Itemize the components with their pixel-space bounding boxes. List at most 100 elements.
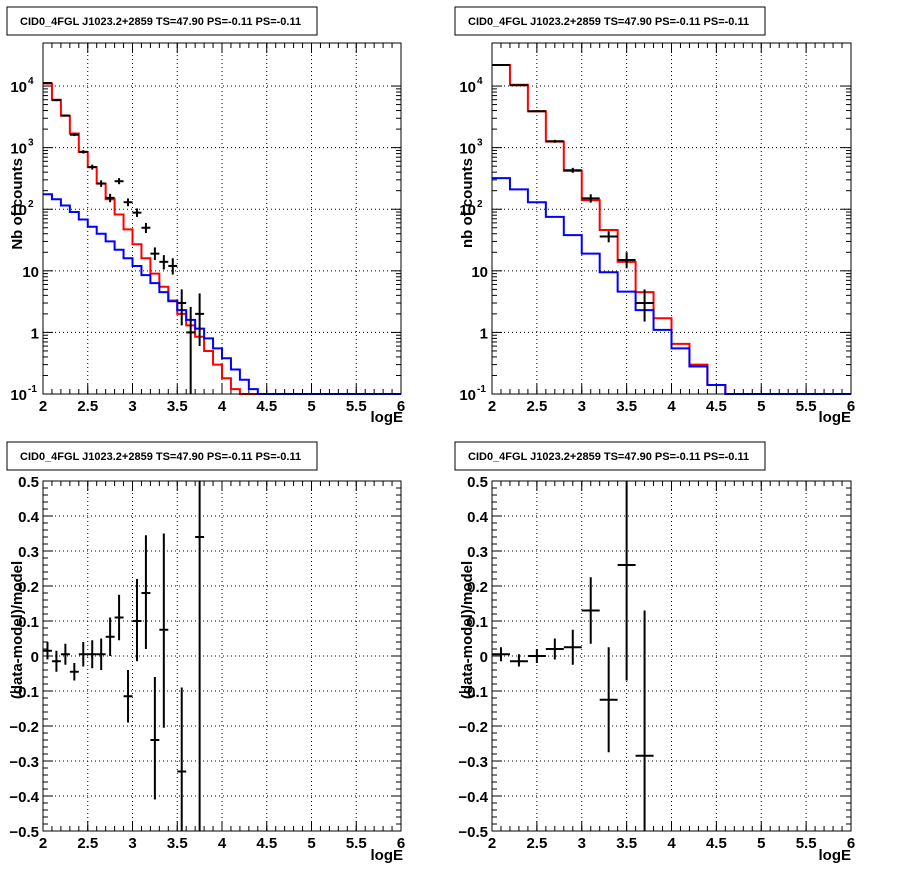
plot-area bbox=[42, 480, 402, 832]
y-tick-label: 0.4 bbox=[467, 509, 489, 526]
y-tick-label: 10 bbox=[459, 141, 476, 158]
data-point bbox=[123, 670, 133, 723]
x-tick-label: 2 bbox=[488, 398, 496, 415]
y-tick-label: −0.2 bbox=[458, 719, 488, 736]
x-tick-label: 3.5 bbox=[616, 398, 637, 415]
y-tick-label: 10 bbox=[10, 141, 27, 158]
y-axis-title: nb of counts bbox=[459, 158, 476, 248]
plot-frame bbox=[42, 42, 402, 395]
y-tick-label: −0.3 bbox=[458, 754, 488, 771]
y-tick-label: 0.4 bbox=[18, 509, 40, 526]
x-tick-label: 5 bbox=[757, 398, 765, 415]
y-tick-label: 1 bbox=[480, 325, 488, 342]
data-point bbox=[69, 133, 79, 137]
x-tick-label: 2.5 bbox=[77, 398, 98, 415]
data-point bbox=[492, 63, 510, 66]
data-point bbox=[43, 82, 52, 85]
data-point bbox=[545, 139, 564, 143]
y-tick-exponent: 3 bbox=[477, 138, 483, 149]
x-tick-label: 2.5 bbox=[526, 835, 547, 852]
data-point bbox=[69, 663, 79, 681]
data-point bbox=[114, 594, 124, 641]
chart-title: CID0_4FGL J1023.2+2859 TS=47.90 PS=-0.11… bbox=[468, 451, 749, 463]
data-point bbox=[186, 306, 196, 394]
x-axis-title: logE bbox=[371, 409, 404, 426]
y-tick-label: −0.5 bbox=[458, 824, 488, 841]
y-tick-label: 0.2 bbox=[18, 579, 39, 596]
data-point bbox=[60, 643, 70, 665]
x-tick-label: 2 bbox=[39, 398, 47, 415]
y-tick-label: 0.1 bbox=[18, 614, 39, 631]
x-tick-label: 3.5 bbox=[616, 835, 637, 852]
data-point bbox=[527, 110, 546, 113]
y-tick-label: −0.3 bbox=[9, 754, 39, 771]
data-point bbox=[617, 252, 636, 269]
plot-background bbox=[492, 481, 851, 831]
data-point bbox=[150, 247, 160, 260]
data-point bbox=[563, 167, 582, 173]
data-point bbox=[195, 293, 205, 347]
data-point bbox=[87, 164, 97, 170]
y-tick-label: −0.1 bbox=[458, 684, 488, 701]
data-point bbox=[177, 687, 187, 831]
y-tick-label: 10 bbox=[459, 79, 476, 96]
data-point bbox=[509, 84, 528, 87]
y-tick-label: 10 bbox=[459, 387, 476, 404]
x-axis-title: logE bbox=[819, 847, 852, 864]
y-tick-label: 0.1 bbox=[467, 614, 488, 631]
chart-title: CID0_4FGL J1023.2+2859 TS=47.90 PS=-0.11… bbox=[468, 16, 749, 28]
y-tick-exponent: 2 bbox=[477, 199, 483, 210]
x-tick-label: 3 bbox=[578, 398, 586, 415]
x-tick-label: 5 bbox=[307, 398, 315, 415]
data-point bbox=[60, 114, 70, 117]
data-point bbox=[581, 577, 600, 644]
data-point bbox=[177, 289, 187, 326]
data-point bbox=[159, 255, 169, 270]
x-tick-label: 4.5 bbox=[706, 835, 727, 852]
data-point bbox=[545, 638, 564, 660]
panel-bottom-right: CID0_4FGL J1023.2+2859 TS=47.90 PS=-0.11… bbox=[454, 441, 855, 864]
x-tick-label: 3.5 bbox=[167, 398, 188, 415]
data-point bbox=[141, 535, 151, 649]
y-tick-label: 0.2 bbox=[467, 579, 488, 596]
x-axis-title: logE bbox=[819, 409, 852, 426]
data-point bbox=[105, 193, 115, 203]
title-box bbox=[454, 441, 766, 471]
x-tick-label: 2 bbox=[39, 835, 47, 852]
data-point bbox=[195, 481, 205, 831]
chart-title: CID0_4FGL J1023.2+2859 TS=47.90 PS=-0.11… bbox=[20, 451, 301, 463]
y-tick-label: −0.5 bbox=[9, 824, 39, 841]
x-tick-label: 4.5 bbox=[256, 835, 277, 852]
data-point bbox=[527, 649, 546, 663]
x-tick-label: 4 bbox=[218, 835, 227, 852]
data-point bbox=[43, 642, 52, 660]
x-tick-label: 5.5 bbox=[796, 398, 817, 415]
data-point bbox=[581, 194, 600, 203]
y-axis-title: Nb of counts bbox=[9, 158, 26, 250]
plot-area bbox=[42, 42, 402, 395]
x-tick-label: 2.5 bbox=[77, 835, 98, 852]
y-tick-label: 10 bbox=[10, 387, 27, 404]
x-tick-label: 5 bbox=[757, 835, 765, 852]
data-point bbox=[635, 610, 654, 831]
data-point bbox=[599, 647, 618, 753]
x-tick-label: 3 bbox=[578, 835, 586, 852]
data-point bbox=[132, 208, 142, 217]
y-tick-label: −0.4 bbox=[458, 789, 488, 806]
x-tick-label: 5.5 bbox=[346, 398, 367, 415]
data-point bbox=[132, 579, 142, 662]
x-tick-label: 6 bbox=[847, 398, 855, 415]
y-tick-label: −0.2 bbox=[9, 719, 39, 736]
data-point bbox=[509, 654, 528, 667]
data-point bbox=[123, 198, 133, 207]
y-tick-label: 0.3 bbox=[18, 544, 39, 561]
y-tick-exponent: 4 bbox=[477, 76, 483, 87]
y-tick-label: 10 bbox=[10, 202, 27, 219]
data-point bbox=[599, 231, 618, 243]
x-tick-label: 3 bbox=[128, 835, 136, 852]
data-point bbox=[141, 222, 151, 234]
title-box bbox=[6, 6, 318, 36]
x-tick-label: 6 bbox=[847, 835, 855, 852]
y-tick-label: 0.5 bbox=[467, 474, 488, 491]
